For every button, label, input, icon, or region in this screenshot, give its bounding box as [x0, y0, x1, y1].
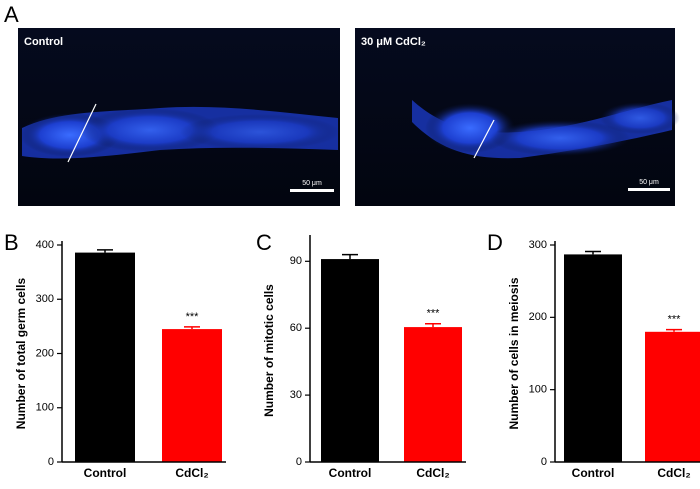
- x-tick-label: Control: [84, 466, 127, 480]
- x-tick-label: CdCl₂: [175, 466, 208, 480]
- scale-bar-label: 50 μm: [302, 180, 322, 187]
- y-tick-label: 90: [290, 255, 302, 267]
- bar: [162, 329, 222, 462]
- y-tick-label: 200: [529, 311, 547, 323]
- y-axis-label: Number of mitotic cells: [262, 284, 276, 417]
- y-axis-label: Number of cells in meiosis: [507, 277, 521, 429]
- significance-label: ***: [668, 314, 682, 326]
- y-tick-label: 0: [296, 456, 302, 468]
- x-tick-label: CdCl₂: [657, 466, 690, 480]
- y-tick-label: 100: [36, 402, 54, 414]
- y-tick-label: 0: [541, 456, 547, 468]
- image-label: Control: [24, 36, 63, 48]
- x-tick-label: Control: [572, 466, 615, 480]
- error-bar: [97, 249, 113, 253]
- error-bar: [585, 250, 601, 255]
- panel-label: D: [487, 230, 503, 255]
- y-axis-label: Number of total germ cells: [14, 277, 28, 429]
- panel-label: C: [256, 230, 272, 255]
- y-tick-label: 400: [36, 239, 54, 251]
- y-tick-label: 300: [36, 293, 54, 305]
- panel-label: A: [4, 2, 19, 27]
- significance-label: ***: [186, 311, 200, 323]
- bar: [321, 259, 379, 462]
- bar: [564, 254, 622, 462]
- y-tick-label: 200: [36, 347, 54, 359]
- bar: [404, 327, 462, 462]
- micrograph: Control 50 μm: [18, 28, 340, 206]
- y-tick-label: 0: [48, 456, 54, 468]
- y-tick-label: 60: [290, 322, 302, 334]
- bar: [75, 252, 135, 462]
- scale-bar-label: 50 μm: [639, 179, 659, 186]
- panel-label: B: [4, 230, 19, 255]
- error-bar: [184, 326, 200, 330]
- significance-label: ***: [427, 308, 441, 320]
- x-tick-label: CdCl₂: [416, 466, 449, 480]
- image-label: 30 μM CdCl₂: [361, 36, 426, 48]
- y-tick-label: 300: [529, 239, 547, 251]
- y-tick-label: 100: [529, 384, 547, 396]
- x-tick-label: Control: [329, 466, 372, 480]
- bar: [645, 331, 700, 462]
- error-bar: [425, 322, 441, 328]
- error-bar: [666, 328, 682, 332]
- micrograph: 30 μM CdCl₂ 50 μm: [355, 28, 680, 206]
- error-bar: [342, 253, 358, 260]
- y-tick-label: 30: [290, 389, 302, 401]
